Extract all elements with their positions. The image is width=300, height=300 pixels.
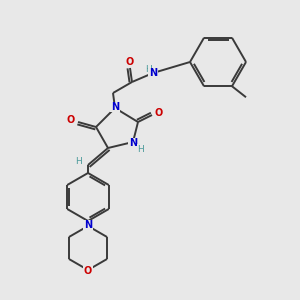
Text: O: O — [155, 108, 163, 118]
Text: O: O — [84, 266, 92, 276]
Text: N: N — [111, 102, 119, 112]
Text: H: H — [145, 64, 152, 74]
Text: H: H — [76, 158, 82, 166]
Text: N: N — [149, 68, 157, 78]
Text: H: H — [138, 145, 144, 154]
Text: O: O — [67, 115, 75, 125]
Text: N: N — [84, 220, 92, 230]
Text: O: O — [126, 57, 134, 67]
Text: N: N — [129, 138, 137, 148]
